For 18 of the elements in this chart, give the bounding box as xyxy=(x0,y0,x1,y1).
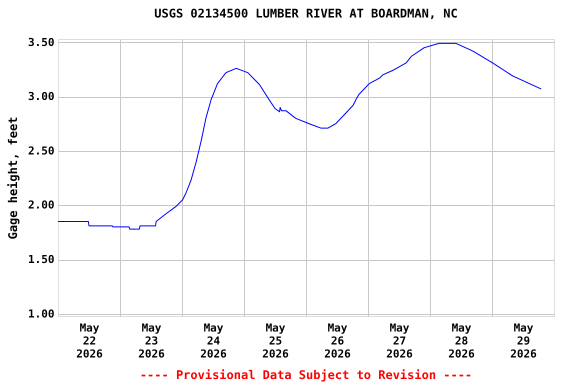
x-tick-label: May 27 2026 xyxy=(386,322,414,360)
y-axis-title: Gage height, feet xyxy=(6,116,20,240)
x-tick-label: May 22 2026 xyxy=(76,322,104,360)
x-tick-label: May 24 2026 xyxy=(200,322,228,360)
chart-title: USGS 02134500 LUMBER RIVER AT BOARDMAN, NC xyxy=(154,6,458,20)
x-tick-label: May 29 2026 xyxy=(510,322,538,360)
y-tick-label: 2.00 xyxy=(28,198,54,212)
line-series xyxy=(58,42,542,230)
x-tick-label: May 25 2026 xyxy=(262,322,290,360)
x-tick-label: May 28 2026 xyxy=(448,322,476,360)
y-tick-label: 2.50 xyxy=(28,144,54,158)
y-tick-label: 1.50 xyxy=(28,253,54,266)
y-tick-label: 3.50 xyxy=(28,36,54,49)
y-tick-label: 3.00 xyxy=(28,90,54,104)
x-tick-label: May 23 2026 xyxy=(138,322,166,360)
x-tick-label: May 26 2026 xyxy=(324,322,352,360)
y-tick-label: 1.00 xyxy=(28,307,54,320)
text: ---- Provisional Data Subject to Revision ---- xyxy=(140,368,472,382)
